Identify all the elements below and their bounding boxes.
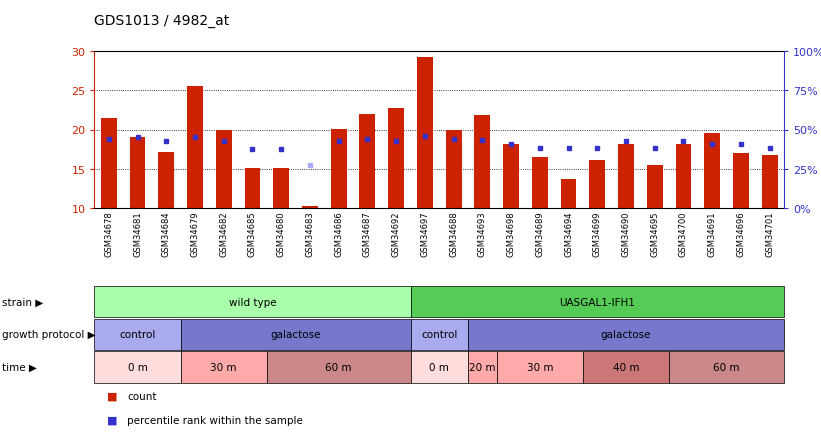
Bar	[273, 168, 289, 208]
Bar	[647, 165, 663, 208]
Text: 20 m: 20 m	[469, 362, 496, 372]
Text: UASGAL1-IFH1: UASGAL1-IFH1	[559, 297, 635, 307]
Bar	[331, 129, 346, 208]
Text: 60 m: 60 m	[713, 362, 740, 372]
Text: 30 m: 30 m	[210, 362, 237, 372]
Bar	[618, 145, 634, 208]
Bar	[676, 145, 691, 208]
Text: wild type: wild type	[228, 297, 277, 307]
Bar	[503, 145, 519, 208]
Text: growth protocol ▶: growth protocol ▶	[2, 330, 95, 339]
Text: 30 m: 30 m	[526, 362, 553, 372]
Bar	[101, 118, 117, 208]
Bar	[302, 207, 318, 208]
Bar	[130, 138, 145, 208]
Bar	[187, 87, 203, 208]
Text: ■: ■	[107, 391, 117, 401]
Bar	[417, 58, 433, 208]
Bar	[589, 161, 605, 208]
Bar	[532, 158, 548, 208]
Bar	[245, 168, 260, 208]
Text: galactose: galactose	[601, 330, 651, 339]
Text: control: control	[119, 330, 156, 339]
Text: percentile rank within the sample: percentile rank within the sample	[127, 415, 303, 424]
Bar	[561, 179, 576, 208]
Bar	[158, 153, 174, 208]
Text: 60 m: 60 m	[325, 362, 352, 372]
Bar	[475, 116, 490, 208]
Bar	[216, 130, 232, 208]
Bar	[360, 115, 375, 208]
Text: strain ▶: strain ▶	[2, 297, 43, 307]
Text: GDS1013 / 4982_at: GDS1013 / 4982_at	[94, 14, 230, 28]
Text: galactose: galactose	[270, 330, 321, 339]
Bar	[762, 155, 777, 208]
Text: control: control	[421, 330, 457, 339]
Text: 40 m: 40 m	[612, 362, 640, 372]
Text: 0 m: 0 m	[429, 362, 449, 372]
Bar	[733, 154, 749, 208]
Text: time ▶: time ▶	[2, 362, 36, 372]
Bar	[704, 134, 720, 208]
Bar	[446, 130, 461, 208]
Text: ■: ■	[107, 415, 117, 424]
Text: 0 m: 0 m	[127, 362, 148, 372]
Text: count: count	[127, 391, 157, 401]
Bar	[388, 108, 404, 208]
